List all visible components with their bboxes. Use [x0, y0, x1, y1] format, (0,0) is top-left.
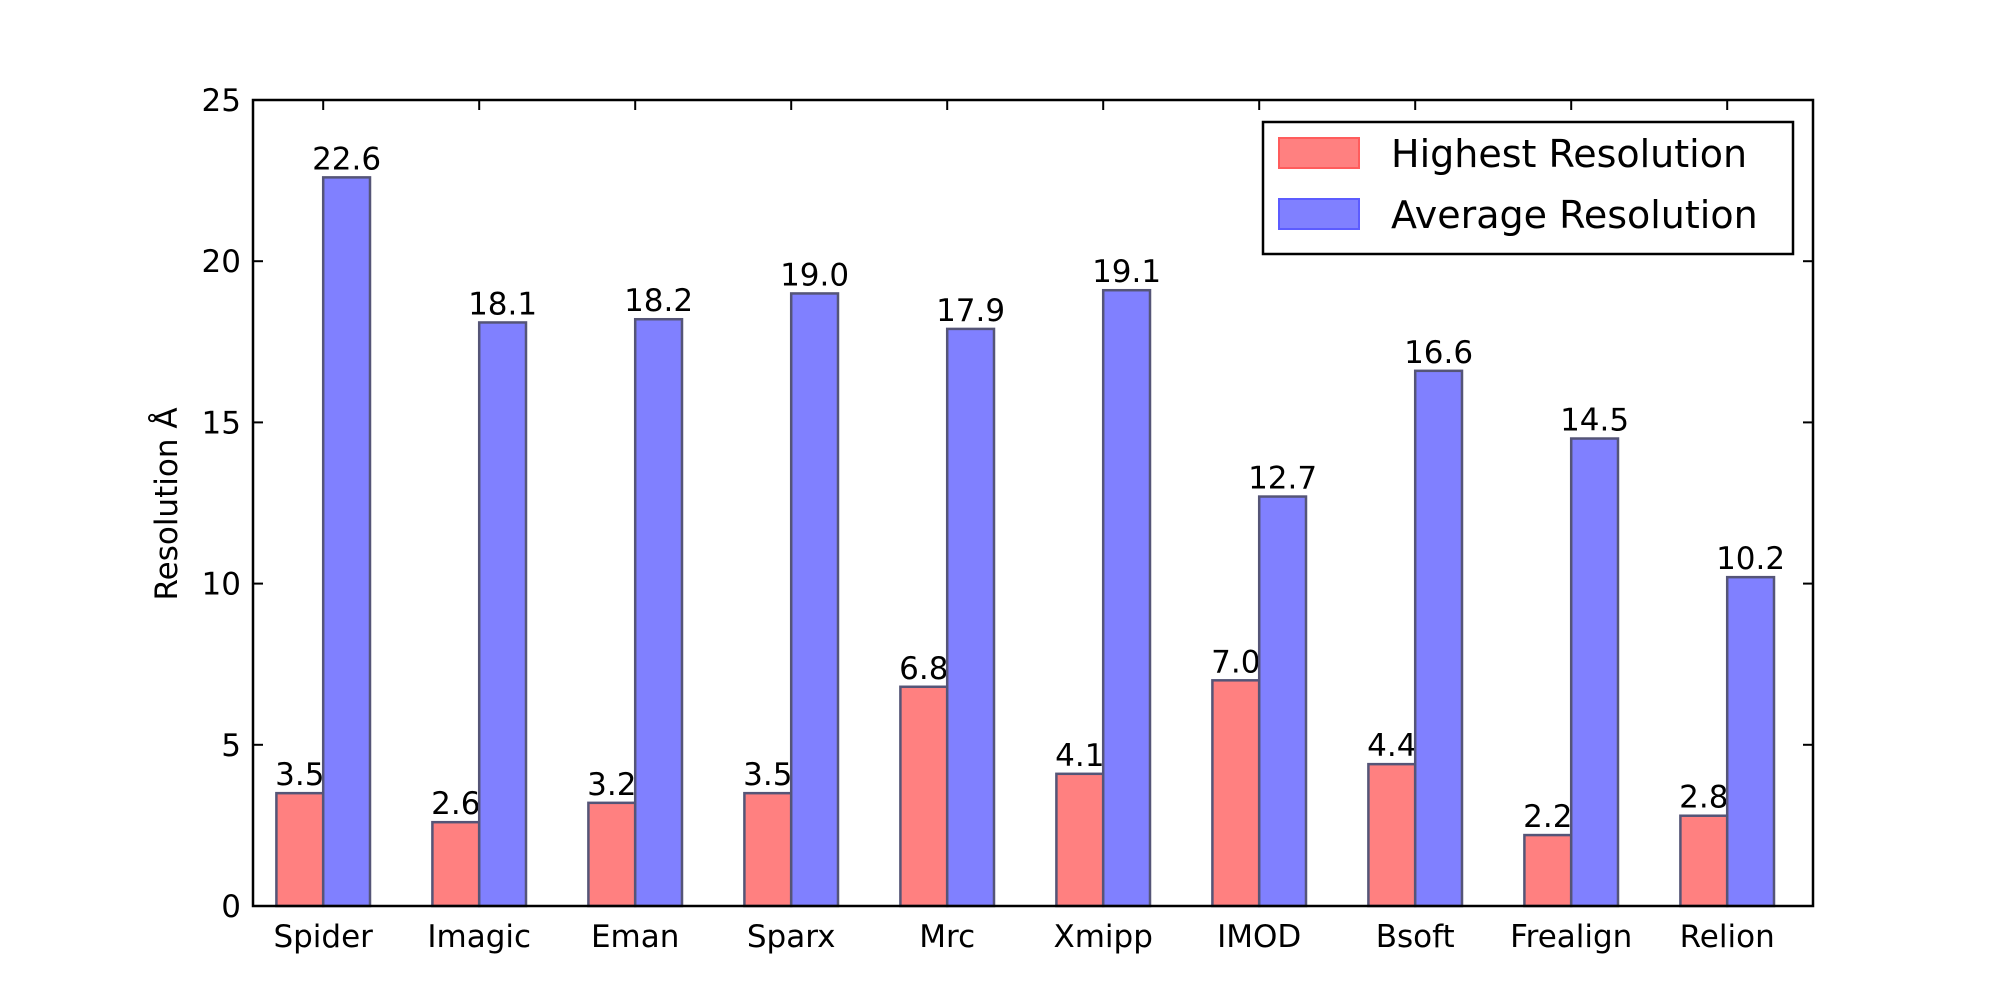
data-label-average: 22.6: [312, 141, 381, 177]
y-tick-label: 5: [221, 728, 241, 764]
legend-swatch-average: [1278, 198, 1360, 230]
bar-average-resolution: [1101, 288, 1152, 908]
legend-swatch-highest: [1278, 137, 1360, 169]
data-label-highest: 3.5: [275, 757, 324, 793]
bar-average-resolution: [1257, 495, 1308, 908]
bar-average-resolution: [633, 317, 684, 908]
data-label-average: 10.2: [1716, 541, 1785, 577]
bar-average-resolution: [789, 292, 840, 908]
y-tick-label: 10: [202, 567, 241, 603]
bar-highest-resolution: [1679, 814, 1729, 908]
data-label-average: 17.9: [936, 293, 1005, 329]
data-label-highest: 7.0: [1211, 644, 1260, 680]
x-tick-label: Bsoft: [1376, 919, 1455, 955]
data-label-average: 18.1: [468, 286, 537, 322]
bar-highest-resolution: [1211, 679, 1261, 908]
plot-frame: [251, 98, 1815, 908]
x-tick-label: Sparx: [747, 919, 836, 955]
bar-highest-resolution: [431, 820, 481, 908]
legend: Highest Resolution Average Resolution: [1261, 120, 1795, 256]
bar-highest-resolution: [587, 801, 637, 908]
bar-average-resolution: [477, 321, 528, 908]
bar-average-resolution: [1725, 575, 1776, 908]
bar-average-resolution: [1413, 369, 1464, 908]
data-label-average: 19.0: [780, 257, 849, 293]
x-tick-label: IMOD: [1217, 919, 1301, 955]
chart-marks: 0 5 10 15 20 25 Spider 3.5 22.6 Imagic 2.6 18.1 Eman…: [202, 83, 1813, 955]
bar-average-resolution: [945, 327, 996, 908]
data-label-highest: 2.8: [1679, 780, 1728, 816]
legend-box: [1261, 120, 1795, 256]
legend-label-highest: Highest Resolution: [1391, 132, 1747, 176]
data-label-highest: 3.2: [587, 767, 636, 803]
y-tick-label: 25: [202, 83, 241, 119]
data-label-average: 19.1: [1092, 254, 1161, 290]
y-tick-label: 0: [221, 889, 241, 925]
bar-highest-resolution: [899, 685, 949, 908]
data-label-average: 16.6: [1404, 335, 1473, 371]
data-label-average: 14.5: [1560, 403, 1629, 439]
data-label-average: 12.7: [1248, 461, 1317, 497]
bar-highest-resolution: [1367, 762, 1417, 908]
x-tick-label: Imagic: [427, 919, 531, 955]
x-tick-label: Mrc: [919, 919, 975, 955]
data-label-highest: 3.5: [743, 757, 792, 793]
x-tick-label: Spider: [273, 919, 373, 955]
x-tick-label: Frealign: [1510, 919, 1632, 955]
legend-label-average: Average Resolution: [1391, 193, 1758, 237]
data-label-average: 18.2: [624, 283, 693, 319]
data-label-highest: 2.6: [431, 786, 480, 822]
x-tick-label: Eman: [591, 919, 679, 955]
bar-highest-resolution: [275, 791, 325, 908]
bar-highest-resolution: [743, 791, 793, 908]
data-label-highest: 4.1: [1055, 738, 1104, 774]
bar-highest-resolution: [1055, 772, 1105, 908]
data-label-highest: 6.8: [899, 651, 948, 687]
bar-average-resolution: [1569, 437, 1620, 908]
bar-highest-resolution: [1523, 833, 1573, 908]
x-tick-label: Relion: [1680, 919, 1775, 955]
data-label-highest: 4.4: [1367, 728, 1416, 764]
y-tick-label: 15: [202, 405, 241, 441]
x-tick-label: Xmipp: [1053, 919, 1152, 955]
y-tick-label: 20: [202, 244, 241, 280]
y-axis-label: Resolution Å: [149, 407, 185, 600]
data-label-highest: 2.2: [1523, 799, 1572, 835]
bar-average-resolution: [321, 176, 372, 908]
